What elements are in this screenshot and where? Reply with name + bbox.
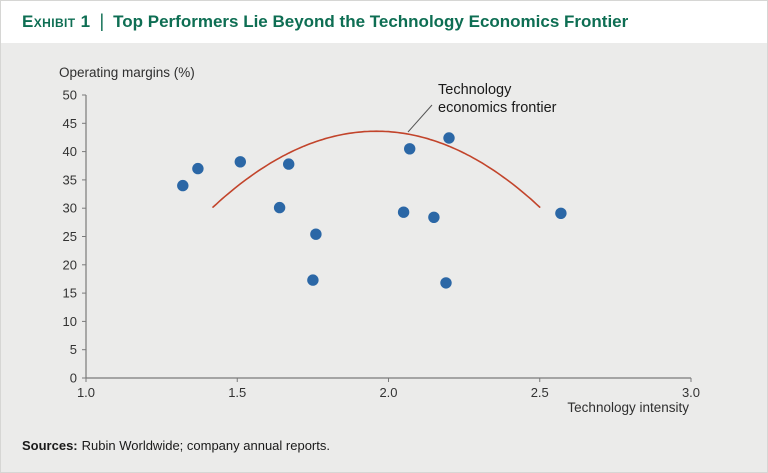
svg-text:10: 10 bbox=[63, 314, 77, 329]
sources-text: Rubin Worldwide; company annual reports. bbox=[81, 438, 330, 453]
svg-text:30: 30 bbox=[63, 201, 77, 216]
svg-text:5: 5 bbox=[70, 342, 77, 357]
svg-text:50: 50 bbox=[63, 88, 77, 103]
frontier-annotation-line2: economics frontier bbox=[438, 99, 557, 116]
frontier-annotation-line1: Technology bbox=[438, 82, 512, 98]
svg-text:2.5: 2.5 bbox=[531, 385, 549, 400]
svg-text:2.0: 2.0 bbox=[379, 385, 397, 400]
svg-text:15: 15 bbox=[63, 286, 77, 301]
y-axis-title: Operating margins (%) bbox=[59, 65, 195, 80]
frontier-annotation: Technology economics frontier bbox=[438, 82, 556, 117]
svg-text:20: 20 bbox=[63, 257, 77, 272]
svg-text:1.0: 1.0 bbox=[77, 385, 95, 400]
svg-text:25: 25 bbox=[63, 229, 77, 244]
exhibit-label: Exhibit 1 bbox=[22, 12, 91, 31]
exhibit-header: Exhibit 1 | Top Performers Lie Beyond th… bbox=[1, 1, 767, 43]
sources-note: Sources: Rubin Worldwide; company annual … bbox=[22, 438, 330, 453]
svg-text:40: 40 bbox=[63, 144, 77, 159]
exhibit-title: Top Performers Lie Beyond the Technology… bbox=[113, 12, 629, 31]
svg-text:35: 35 bbox=[63, 172, 77, 187]
svg-text:0: 0 bbox=[70, 371, 77, 386]
x-axis-title: Technology intensity bbox=[567, 400, 689, 415]
svg-text:3.0: 3.0 bbox=[682, 385, 700, 400]
svg-text:45: 45 bbox=[63, 116, 77, 131]
svg-text:1.5: 1.5 bbox=[228, 385, 246, 400]
sources-label: Sources: bbox=[22, 438, 78, 453]
title-divider: | bbox=[99, 10, 105, 31]
